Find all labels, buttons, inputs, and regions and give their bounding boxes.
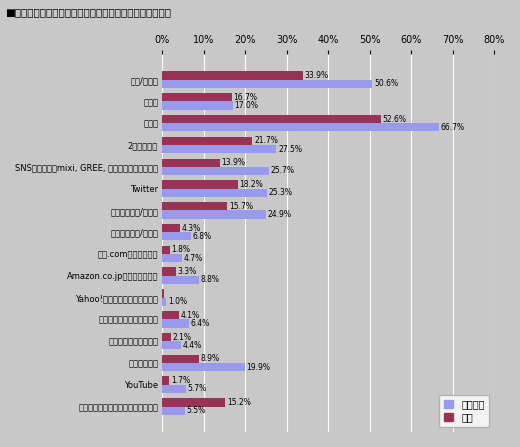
Text: 18.2%: 18.2% xyxy=(240,180,263,189)
Text: 15.2%: 15.2% xyxy=(227,398,251,407)
Bar xyxy=(162,398,225,406)
Bar xyxy=(162,289,164,298)
Text: 1.7%: 1.7% xyxy=(171,376,190,385)
Text: 24.9%: 24.9% xyxy=(267,210,291,219)
Text: 8.8%: 8.8% xyxy=(201,275,219,284)
Text: 4.7%: 4.7% xyxy=(184,253,203,262)
Text: 1.0%: 1.0% xyxy=(168,297,187,306)
Bar xyxy=(162,406,185,415)
Text: 1.8%: 1.8% xyxy=(172,245,190,254)
Bar xyxy=(162,354,199,363)
Bar xyxy=(162,246,170,254)
Text: 66.7%: 66.7% xyxy=(441,123,465,132)
Bar xyxy=(162,145,277,153)
Text: 27.5%: 27.5% xyxy=(278,145,302,154)
Text: 16.7%: 16.7% xyxy=(233,93,257,102)
Bar xyxy=(162,341,180,350)
Bar xyxy=(162,101,233,110)
Text: 4.4%: 4.4% xyxy=(182,341,201,350)
Bar xyxy=(162,80,372,88)
Text: 21.7%: 21.7% xyxy=(254,136,278,145)
Bar xyxy=(162,224,180,232)
Bar xyxy=(162,167,269,175)
Bar xyxy=(162,137,252,145)
Bar xyxy=(162,159,220,167)
Bar xyxy=(162,189,267,197)
Bar xyxy=(162,123,439,131)
Bar xyxy=(162,254,182,262)
Text: 33.9%: 33.9% xyxy=(305,71,329,80)
Bar xyxy=(162,333,171,341)
Bar xyxy=(162,180,238,189)
Bar xyxy=(162,72,303,80)
Bar xyxy=(162,376,170,385)
Text: 50.6%: 50.6% xyxy=(374,79,398,88)
Bar xyxy=(162,298,166,306)
Bar xyxy=(162,115,381,123)
Text: 6.8%: 6.8% xyxy=(192,232,211,241)
Text: 25.3%: 25.3% xyxy=(269,188,293,197)
Bar xyxy=(162,232,190,240)
Bar xyxy=(162,311,179,319)
Text: 19.9%: 19.9% xyxy=(246,363,270,371)
Text: 3.3%: 3.3% xyxy=(178,267,197,276)
Text: 52.6%: 52.6% xyxy=(382,114,406,123)
Text: 17.0%: 17.0% xyxy=(235,101,258,110)
Text: ■ゲームを話題にしたコミュニケーションを行う人，場所: ■ゲームを話題にしたコミュニケーションを行う人，場所 xyxy=(5,7,171,17)
Legend: タイトル, 全体: タイトル, 全体 xyxy=(439,395,489,427)
Text: 2.1%: 2.1% xyxy=(173,333,192,342)
Text: 25.7%: 25.7% xyxy=(270,166,295,175)
Bar xyxy=(162,319,189,328)
Text: 6.4%: 6.4% xyxy=(190,319,210,328)
Bar xyxy=(162,202,227,211)
Bar xyxy=(162,267,176,276)
Text: 4.3%: 4.3% xyxy=(182,224,201,232)
Text: 13.9%: 13.9% xyxy=(222,158,245,167)
Bar xyxy=(162,276,199,284)
Bar xyxy=(162,93,231,101)
Text: 5.7%: 5.7% xyxy=(188,384,207,393)
Bar xyxy=(162,211,266,219)
Text: 5.5%: 5.5% xyxy=(187,406,206,415)
Bar xyxy=(162,385,186,393)
Bar xyxy=(162,363,245,371)
Text: 4.1%: 4.1% xyxy=(181,311,200,320)
Text: 8.9%: 8.9% xyxy=(201,354,220,363)
Text: 15.7%: 15.7% xyxy=(229,202,253,211)
